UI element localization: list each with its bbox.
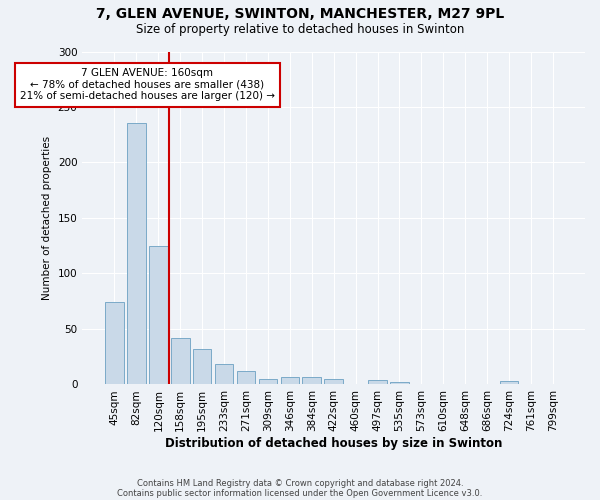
- Bar: [259, 379, 277, 384]
- Bar: [193, 349, 211, 384]
- Text: Size of property relative to detached houses in Swinton: Size of property relative to detached ho…: [136, 22, 464, 36]
- Bar: [500, 381, 518, 384]
- Bar: [127, 122, 146, 384]
- X-axis label: Distribution of detached houses by size in Swinton: Distribution of detached houses by size …: [165, 437, 502, 450]
- Bar: [325, 379, 343, 384]
- Bar: [302, 376, 321, 384]
- Bar: [215, 364, 233, 384]
- Bar: [281, 376, 299, 384]
- Bar: [149, 246, 167, 384]
- Text: 7, GLEN AVENUE, SWINTON, MANCHESTER, M27 9PL: 7, GLEN AVENUE, SWINTON, MANCHESTER, M27…: [96, 8, 504, 22]
- Text: Contains public sector information licensed under the Open Government Licence v3: Contains public sector information licen…: [118, 488, 482, 498]
- Bar: [171, 338, 190, 384]
- Bar: [236, 371, 256, 384]
- Y-axis label: Number of detached properties: Number of detached properties: [42, 136, 52, 300]
- Bar: [390, 382, 409, 384]
- Text: Contains HM Land Registry data © Crown copyright and database right 2024.: Contains HM Land Registry data © Crown c…: [137, 478, 463, 488]
- Bar: [368, 380, 387, 384]
- Text: 7 GLEN AVENUE: 160sqm
← 78% of detached houses are smaller (438)
21% of semi-det: 7 GLEN AVENUE: 160sqm ← 78% of detached …: [20, 68, 275, 102]
- Bar: [105, 302, 124, 384]
